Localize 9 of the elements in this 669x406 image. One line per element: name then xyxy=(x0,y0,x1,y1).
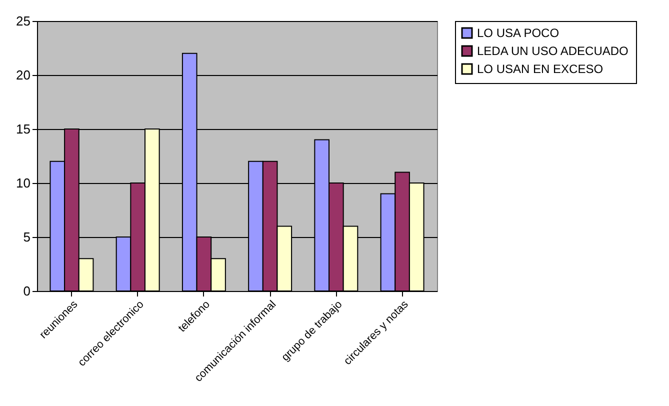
y-tick-label: 20 xyxy=(16,68,30,82)
y-tick-label: 10 xyxy=(16,176,30,190)
y-tick-label: 0 xyxy=(23,284,30,298)
legend-label: LO USAN EN EXCESO xyxy=(477,62,604,76)
y-tick-label: 15 xyxy=(16,122,30,136)
y-tick-label: 25 xyxy=(16,14,30,28)
legend-label: LEDA UN USO ADECUADO xyxy=(477,44,628,58)
legend-label: LO USA POCO xyxy=(477,26,560,40)
y-tick-label: 5 xyxy=(23,230,30,244)
